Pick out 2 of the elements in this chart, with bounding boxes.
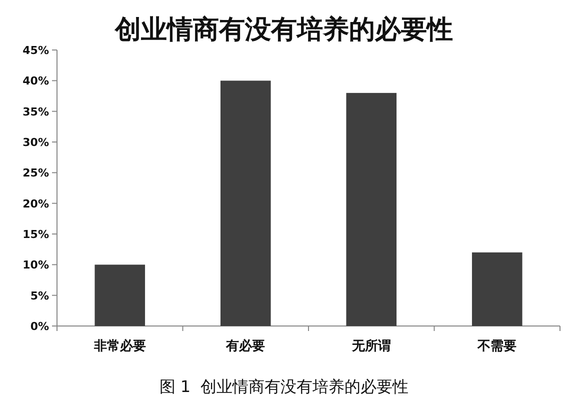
title: 创业情商有没有培养的必要性 — [115, 15, 453, 45]
annotation: 图 1 创业情商有没有培养的必要性 — [159, 377, 409, 396]
